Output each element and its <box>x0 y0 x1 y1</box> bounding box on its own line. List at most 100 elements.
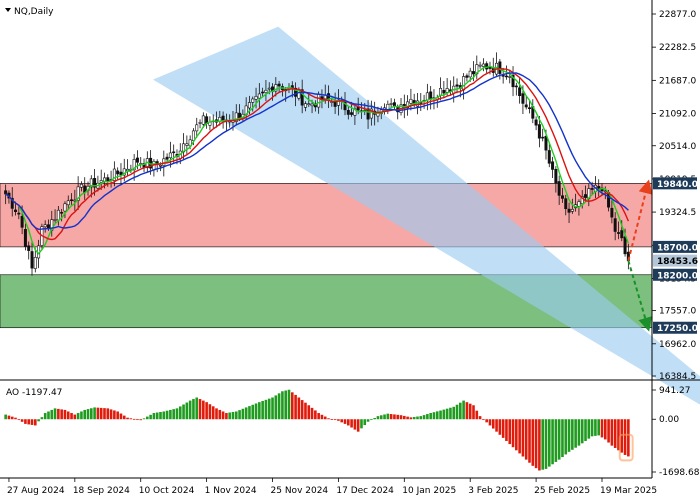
ao-axis: 941.27 0.00 -1698.68 <box>652 386 700 478</box>
ao-bar <box>238 410 241 420</box>
ao-bar <box>271 397 274 420</box>
ao-bar <box>57 408 60 420</box>
ao-bar <box>366 419 370 422</box>
candle-body <box>257 93 261 99</box>
ao-bar <box>587 419 591 439</box>
candle <box>27 241 31 260</box>
ao-bar <box>43 413 47 420</box>
ao-bar <box>149 414 152 420</box>
candle-body <box>468 70 472 78</box>
ao-bar <box>231 411 235 420</box>
candle <box>584 185 588 201</box>
instrument-label: NQ,Daily <box>14 7 54 17</box>
candle-body <box>518 87 522 97</box>
ao-bar <box>478 416 482 420</box>
candle <box>185 135 189 154</box>
ao-bar <box>294 394 297 420</box>
ao-bar <box>465 402 469 420</box>
level-label-last-price: 18453.6 <box>653 254 698 267</box>
ao-bar <box>449 407 452 420</box>
forecast-up-arrow <box>627 179 653 261</box>
ao-bar <box>455 404 459 420</box>
channel-band <box>153 26 700 405</box>
candle-body <box>112 168 116 181</box>
candle-body <box>504 75 508 78</box>
level-label-text: 18200.0 <box>657 271 698 281</box>
ao-bar <box>254 403 258 420</box>
ao-bar <box>106 408 110 420</box>
candle-body <box>247 102 251 109</box>
candle-body <box>481 63 485 67</box>
ao-bar <box>7 415 11 420</box>
candle-body <box>159 165 163 167</box>
level-label-text: 18700.0 <box>657 243 698 253</box>
ao-bar <box>376 416 380 420</box>
ao-bar <box>373 417 376 420</box>
ao-bar <box>607 419 610 443</box>
candle <box>43 220 47 233</box>
price-tick-label: 20514.0 <box>659 142 696 152</box>
candle <box>93 169 97 196</box>
ao-bar <box>146 416 149 420</box>
ao-bar <box>37 419 40 422</box>
ao-bar <box>531 419 535 466</box>
time-tick-label: 10 Jan 2025 <box>402 486 456 496</box>
candle-body <box>254 95 258 100</box>
candle <box>613 212 617 241</box>
candle-body <box>195 124 199 132</box>
ao-bar <box>571 419 574 450</box>
candle <box>610 197 614 224</box>
candle <box>554 166 558 193</box>
candle-body <box>63 203 67 212</box>
time-tick-label: 10 Oct 2024 <box>139 486 195 496</box>
dropdown-triangle-icon <box>5 8 11 12</box>
level-label-text: 17250.0 <box>657 324 698 334</box>
candle-body <box>70 199 74 202</box>
ao-bar <box>627 419 630 457</box>
candle-body <box>429 91 433 100</box>
resistance-zone <box>0 183 653 248</box>
ao-bar <box>610 419 614 446</box>
ao-bar <box>524 419 528 460</box>
ao-bar <box>623 419 627 455</box>
candle-body <box>425 92 429 101</box>
ao-bar <box>310 407 314 420</box>
level-label-bg <box>653 268 697 281</box>
candle-body <box>162 158 166 166</box>
ao-bar <box>317 413 320 420</box>
candle-body <box>53 219 57 221</box>
candle-body <box>554 168 558 184</box>
candle-body <box>623 236 627 255</box>
ao-bar <box>129 418 133 420</box>
ao-bar <box>192 399 195 420</box>
candle-body <box>56 209 60 221</box>
candle <box>541 128 545 142</box>
level-label-bg <box>653 321 697 334</box>
candle <box>369 100 373 126</box>
candle-body <box>201 115 205 125</box>
time-tick-label: 18 Sep 2024 <box>73 486 130 496</box>
ao-bar <box>617 419 620 451</box>
ao-bar <box>547 419 551 467</box>
ao-bar <box>182 404 185 420</box>
candle <box>63 201 67 219</box>
forecast-arrows <box>627 179 653 332</box>
candle-body <box>102 177 106 182</box>
ao-bar <box>27 419 31 425</box>
candle <box>300 79 304 114</box>
ao-bar <box>363 419 367 426</box>
ao-bar <box>83 409 87 420</box>
ao-tick-label: 0.00 <box>659 415 679 425</box>
ao-bar <box>165 410 169 420</box>
instrument-title: NQ,Daily <box>5 7 54 17</box>
ao-bar <box>172 409 175 420</box>
candle-body <box>560 195 564 199</box>
ao-bar <box>426 414 429 420</box>
ao-bar <box>485 419 488 423</box>
candle <box>251 96 255 112</box>
candle-body <box>307 103 311 105</box>
ao-bar <box>63 409 67 420</box>
candle-body <box>66 200 70 206</box>
ao-bar <box>155 412 159 420</box>
candle <box>597 179 601 197</box>
